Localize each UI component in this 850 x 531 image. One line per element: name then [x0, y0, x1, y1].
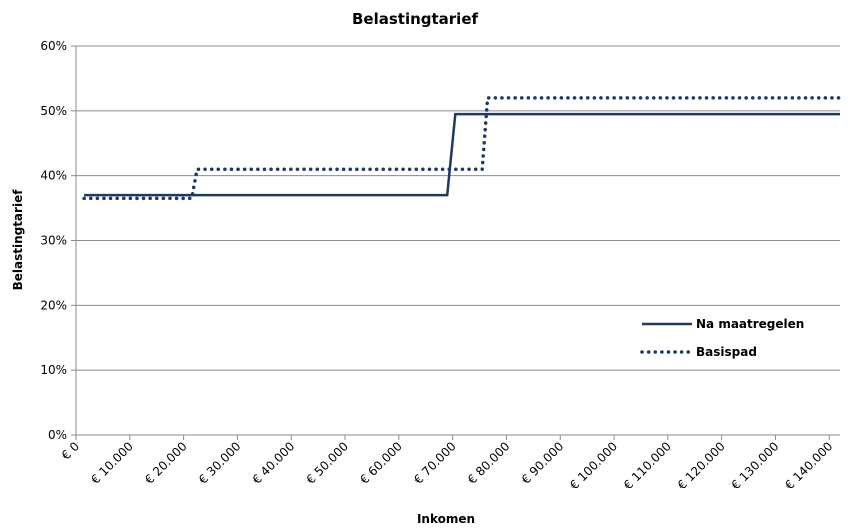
x-tick-label: € 80.000	[465, 439, 513, 487]
x-tick-label: € 70.000	[411, 439, 459, 487]
y-tick-label: 40%	[40, 169, 67, 183]
y-tick-label: 20%	[40, 298, 67, 312]
x-axis-title: Inkomen	[417, 512, 475, 526]
legend-label: Basispad	[696, 345, 757, 359]
x-tick-label: € 110.000	[621, 439, 674, 492]
x-tick-label: € 120.000	[675, 439, 728, 492]
chart-title: Belastingtarief	[352, 10, 479, 28]
y-tick-label: 10%	[40, 363, 67, 377]
y-tick-label: 0%	[48, 428, 67, 442]
gridlines	[76, 45, 840, 371]
x-tick-label: € 30.000	[196, 439, 244, 487]
series-line-na-maatregelen	[84, 112, 840, 197]
y-tick-label: 50%	[40, 104, 67, 118]
x-tick-label: € 50.000	[303, 439, 351, 487]
y-axis-title: Belastingtarief	[11, 189, 25, 291]
x-tick-label: € 40.000	[250, 439, 298, 487]
series-group	[82, 96, 842, 201]
legend: Na maatregelen Basispad	[640, 317, 804, 359]
x-tick-label: € 0	[59, 439, 82, 462]
x-tick-label: € 60.000	[357, 439, 405, 487]
axes	[71, 45, 840, 440]
y-tick-label: 60%	[40, 39, 67, 53]
tick-labels: 0%10%20%30%40%50%60%€ 0 € 10.000 € 20.000 €…	[40, 39, 835, 492]
legend-label: Na maatregelen	[696, 317, 804, 331]
y-tick-label: 30%	[40, 234, 67, 248]
x-tick-label: € 130.000	[728, 439, 781, 492]
x-tick-label: € 140.000	[782, 439, 835, 492]
x-tick-label: € 10.000	[88, 439, 136, 487]
x-tick-label: € 100.000	[567, 439, 620, 492]
x-tick-label: € 20.000	[142, 439, 190, 487]
x-tick-label: € 90.000	[519, 439, 567, 487]
